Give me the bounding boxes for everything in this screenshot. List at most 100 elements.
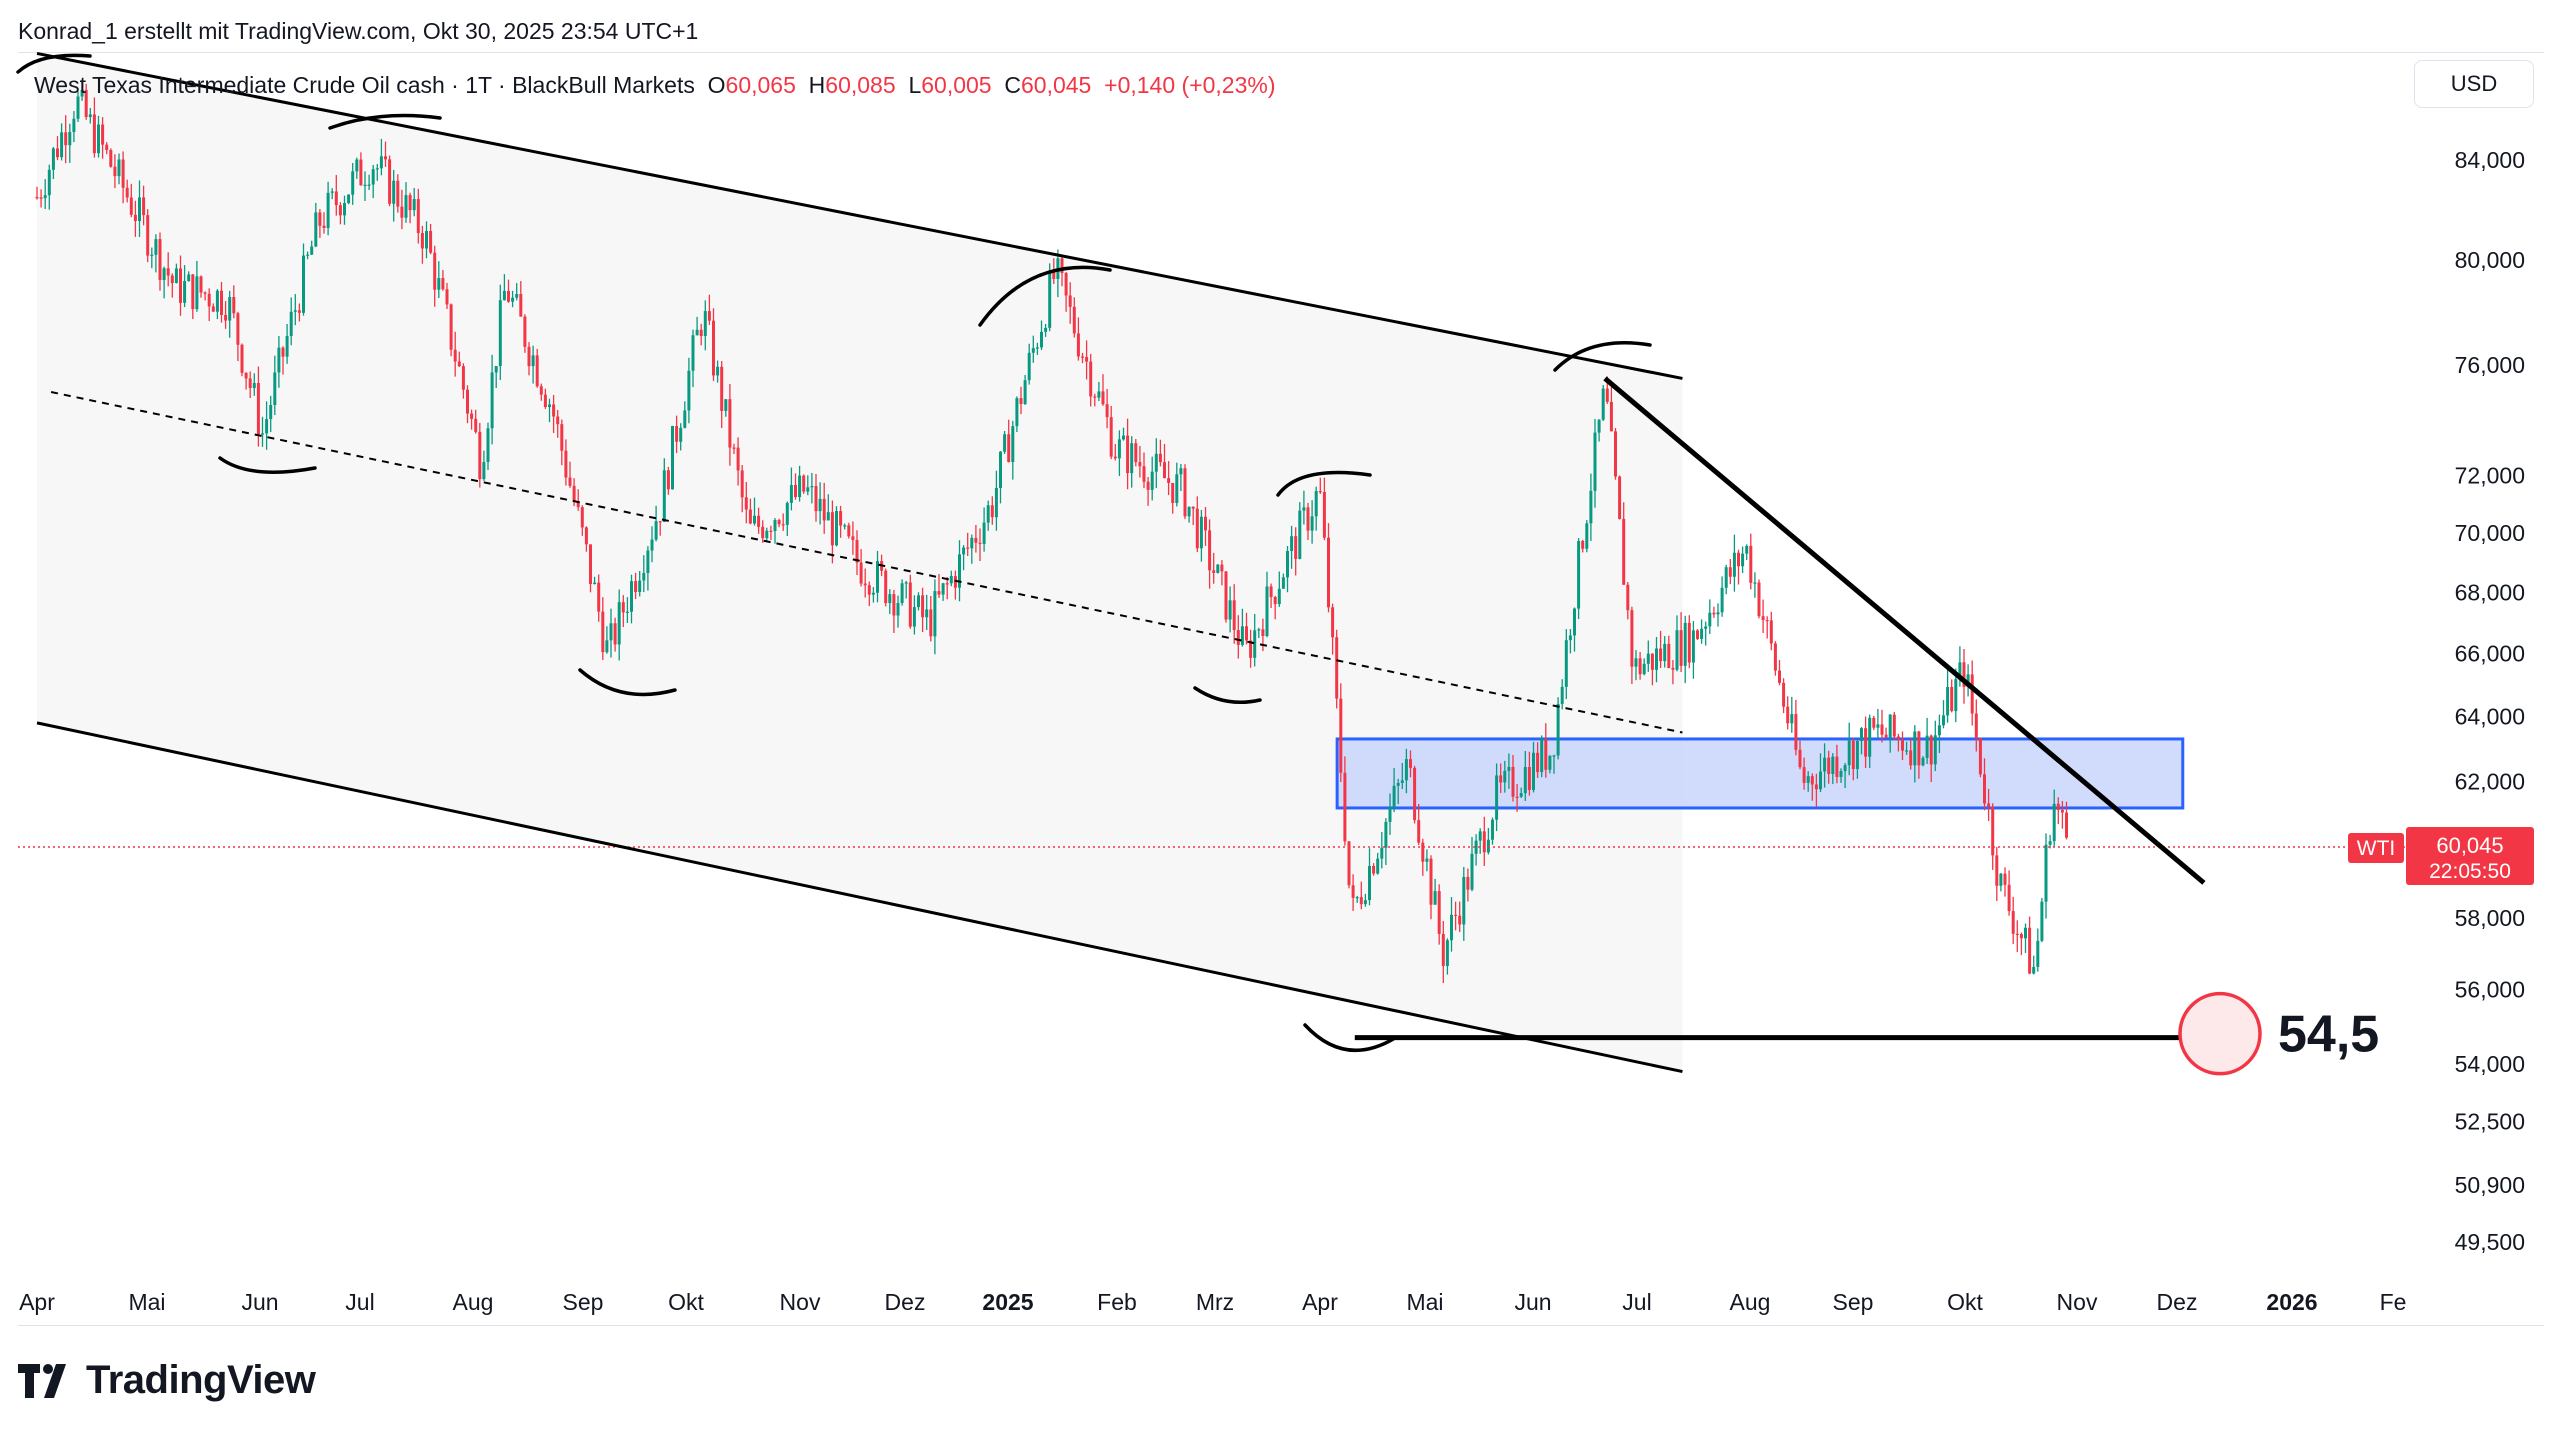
candle-body: [1577, 540, 1581, 609]
chart-panel[interactable]: [18, 52, 2544, 1326]
candle-body: [1199, 516, 1203, 549]
candle-body: [248, 378, 252, 389]
currency-button[interactable]: USD: [2414, 60, 2534, 108]
candle-body: [1052, 271, 1056, 280]
y-tick-label: 76,000: [2455, 352, 2525, 378]
candle-body: [986, 505, 990, 523]
candle-body: [388, 159, 392, 204]
candle-body: [1076, 333, 1080, 357]
candle-body: [232, 297, 236, 314]
candle-body: [728, 399, 732, 448]
candle-body: [1171, 482, 1175, 503]
candle-body: [105, 144, 109, 151]
candle-body: [707, 311, 711, 321]
candle-body: [1913, 731, 1917, 766]
candle-body: [281, 347, 285, 357]
candle-body: [896, 603, 900, 616]
candle-body: [1331, 607, 1335, 638]
candle-body: [441, 278, 445, 290]
candle-body: [1786, 706, 1790, 724]
candle-body: [1117, 439, 1121, 459]
candle-body: [1679, 630, 1683, 666]
candle-body: [1290, 536, 1294, 552]
candle-body: [1921, 757, 1925, 766]
candle-body: [490, 372, 494, 429]
candle-body: [1486, 839, 1490, 853]
candle-body: [568, 477, 572, 486]
descending-trendline[interactable]: [1603, 376, 2206, 885]
candle-body: [1737, 552, 1740, 567]
candle-body: [1683, 622, 1687, 666]
candle-body: [1958, 662, 1962, 680]
candle-body: [925, 609, 929, 618]
candle-body: [1454, 914, 1458, 917]
channel-lower-line[interactable]: [36, 721, 1683, 1074]
candle-body: [1880, 724, 1884, 735]
candle-body: [494, 366, 498, 373]
target-circle[interactable]: [2178, 991, 2262, 1076]
legend-close-label: C: [1004, 72, 1021, 98]
candle-body: [256, 383, 260, 435]
candle-body: [917, 595, 920, 608]
channel-upper-line[interactable]: [36, 51, 1683, 380]
candle-body: [384, 156, 387, 160]
y-tick-label: 80,000: [2455, 247, 2525, 273]
candle-body: [109, 150, 113, 167]
tradingview-logo[interactable]: TradingView: [18, 1358, 316, 1403]
candle-body: [1712, 612, 1716, 615]
candle-body: [1183, 468, 1187, 517]
candle-body: [855, 540, 859, 563]
candle-body: [1573, 608, 1576, 636]
price-chart[interactable]: Apr Mai Jun Jul Aug Sep Okt Nov Dez 2025 Feb Mrz Apr…: [0, 0, 2560, 1340]
candle-body: [2019, 934, 2023, 939]
candle-body: [1404, 759, 1408, 781]
candle-body: [101, 124, 105, 145]
candle-body: [252, 383, 256, 389]
candle-body: [174, 268, 178, 283]
candle-body: [478, 431, 482, 480]
candle-body: [798, 475, 802, 498]
x-tick-label: Fe: [2380, 1289, 2407, 1315]
candle-body: [400, 206, 404, 218]
candle-body: [425, 231, 428, 249]
candle-body: [2024, 927, 2027, 939]
candle-body: [1728, 567, 1732, 577]
candle-body: [207, 293, 211, 307]
candle-body: [539, 386, 543, 395]
x-tick-label: Dez: [885, 1289, 926, 1315]
y-tick-label: 66,000: [2455, 641, 2525, 667]
candle-body: [1392, 785, 1396, 808]
candle-body: [1687, 622, 1691, 663]
candle-body: [1372, 866, 1376, 874]
candle-body: [1195, 508, 1199, 549]
candle-body: [1245, 626, 1248, 641]
candle-body: [1716, 612, 1720, 615]
candle-body: [1540, 739, 1544, 773]
candle-body: [2007, 884, 2011, 912]
candle-body: [461, 366, 465, 390]
candle-body: [351, 171, 355, 195]
candle-body: [1876, 724, 1880, 728]
candle-body: [1355, 897, 1359, 899]
candle-body: [133, 214, 137, 222]
candle-body: [1564, 640, 1568, 687]
candle-body: [1409, 759, 1412, 768]
candle-body: [818, 498, 822, 512]
candle-body: [142, 197, 146, 216]
candle-body: [814, 486, 818, 512]
candle-body: [593, 582, 597, 584]
x-tick-label: Dez: [2157, 1289, 2198, 1315]
candle-body: [1901, 739, 1904, 751]
zone-rectangle[interactable]: [1335, 737, 2185, 810]
channel-mid-line[interactable]: [50, 391, 1683, 734]
candle-body: [1810, 776, 1814, 785]
candle-body: [580, 507, 584, 528]
candle-body: [1491, 819, 1494, 840]
candle-body: [871, 592, 875, 595]
candle-body: [322, 225, 326, 228]
candle-body: [224, 314, 228, 321]
candle-body: [884, 570, 888, 604]
candle-body: [921, 595, 925, 618]
candle-body: [1216, 564, 1220, 573]
candle-body: [1601, 388, 1605, 420]
